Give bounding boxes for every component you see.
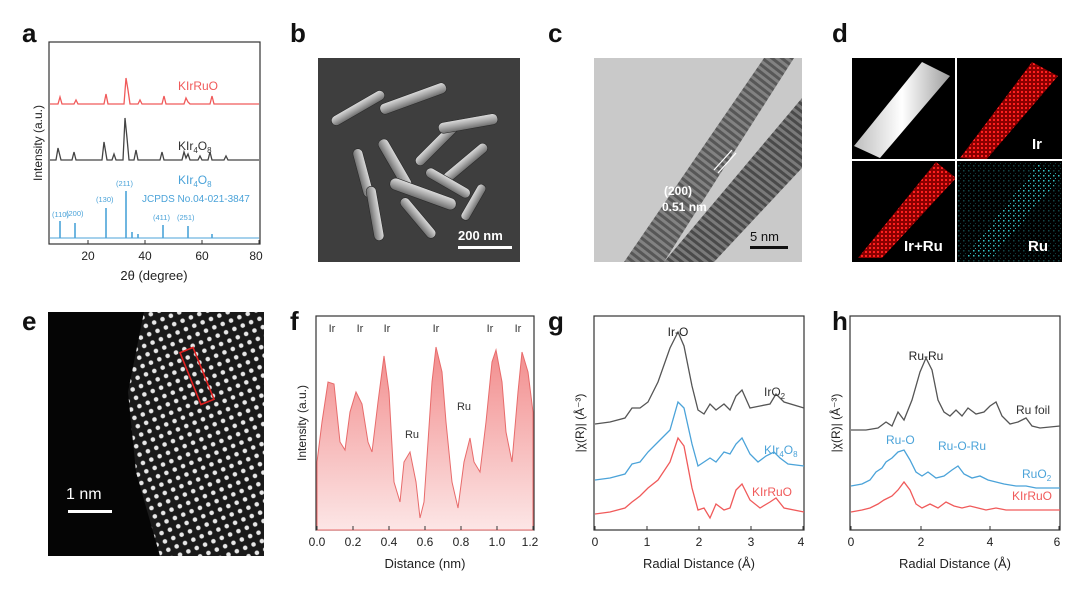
hkl-130: (130) [96,195,114,204]
a-ylabel: Intensity (a.u.) [31,105,45,181]
f-ir-4: Ir [433,323,440,335]
h-xtick-1: 2 [918,535,925,549]
panel-a-xrd-chart: KIrRuO KIr4O8 KIr4O8 JCPDS No.04-021-384… [31,41,263,283]
panel-letter-f: f [290,306,299,336]
hkl-251: (251) [177,213,195,222]
label-ir: Ir [1032,136,1043,153]
f-ir-3: Ir [384,323,391,335]
f-xlabel: Distance (nm) [385,556,466,571]
scalebar-line [750,246,788,249]
h-peak-ruoru: Ru-O-Ru [938,439,986,453]
g-label-kir4o8: KIr4O8 [764,443,798,459]
panel-e-stem-image: 1 nm [48,312,264,556]
g-ylabel: |χ(R)| (Å⁻³) [572,394,587,453]
g-xtick-0: 0 [592,535,599,549]
panel-g-ir-exafs: Ir-O IrO2 KIr4O8 KIrRuO 0 1 2 3 4 Radial… [572,315,805,571]
g-xlabel: Radial Distance (Å) [643,556,755,571]
panel-letter-h: h [832,306,848,336]
scalebar-line [68,510,112,513]
hkl-200: (200) [66,209,84,218]
panel-b-sem-image: 200 nm [318,58,520,262]
h-peak-ruru: Ru-Ru [909,349,944,363]
panel-letter-d: d [832,18,848,48]
panel-d-eds-maps: Ir Ir+Ru Ru [852,58,1062,262]
h-ylabel: |χ(R)| (Å⁻³) [828,394,843,453]
h-peak-ruo: Ru-O [886,433,915,447]
hkl-211: (211) [116,179,133,188]
panel-letter-a: a [22,18,37,48]
h-xtick-2: 4 [987,535,994,549]
g-label-iro2: IrO2 [764,385,786,401]
plane-label: (200) [664,184,693,198]
f-ru-2: Ru [457,401,471,413]
panel-letter-e: e [22,306,37,336]
h-label-kirruo: KIrRuO [1012,489,1052,503]
panel-h-ru-exafs: Ru-Ru Ru-O Ru-O-Ru Ru foil RuO2 KIrRuO 0… [828,315,1061,571]
hkl-110: (110) [52,210,69,219]
a-xtick-20: 20 [81,249,95,263]
scalebar-line [458,246,512,249]
f-ir-5: Ir [487,323,494,335]
a-xlabel: 2θ (degree) [120,268,187,283]
h-xtick-3: 6 [1054,535,1061,549]
f-ir-2: Ir [357,323,364,335]
label-irru: Ir+Ru [904,238,943,255]
label-kir4o8: KIr4O8 [178,139,212,155]
f-ru-1: Ru [405,429,419,441]
h-label-ruo2: RuO2 [1022,467,1052,483]
g-xtick-4: 4 [798,535,805,549]
panel-f-line-profile: Ir Ir Ir Ir Ir Ir Ru Ru 0.0 0.2 0.4 0.6 … [295,315,539,571]
label-ref-kir4o8: KIr4O8 [178,173,212,189]
f-xtick-6: 1.2 [522,535,539,549]
hkl-411: (411) [153,213,170,222]
h-xtick-0: 0 [848,535,855,549]
f-ylabel: Intensity (a.u.) [295,385,309,461]
f-xtick-3: 0.6 [417,535,434,549]
spacing-label: 0.51 nm [662,200,707,214]
f-ir-1: Ir [329,323,336,335]
label-kirruo: KIrRuO [178,79,218,93]
scalebar-label: 200 nm [458,228,503,243]
f-xtick-0: 0.0 [309,535,326,549]
f-xtick-4: 0.8 [453,535,470,549]
a-xtick-80: 80 [249,249,263,263]
f-ir-6: Ir [515,323,522,335]
h-xlabel: Radial Distance (Å) [899,556,1011,571]
label-jcpds: JCPDS No.04-021-3847 [142,194,250,205]
h-label-rufoil: Ru foil [1016,403,1050,417]
g-label-kirruo: KIrRuO [752,485,792,499]
panel-letter-c: c [548,18,563,48]
panel-c-tem-image: (200) 0.51 nm 5 nm [594,58,802,262]
scalebar-label: 1 nm [66,486,102,503]
panel-letter-g: g [548,306,564,336]
label-ru: Ru [1028,238,1048,255]
panel-letter-b: b [290,18,306,48]
a-xtick-40: 40 [138,249,152,263]
g-xtick-3: 3 [748,535,755,549]
f-xtick-5: 1.0 [489,535,506,549]
f-xtick-2: 0.4 [381,535,398,549]
g-xtick-1: 1 [644,535,651,549]
g-peak-iro: Ir-O [668,325,689,339]
scalebar-label: 5 nm [750,229,779,244]
g-xtick-2: 2 [696,535,703,549]
f-xtick-1: 0.2 [345,535,362,549]
a-xtick-60: 60 [195,249,209,263]
